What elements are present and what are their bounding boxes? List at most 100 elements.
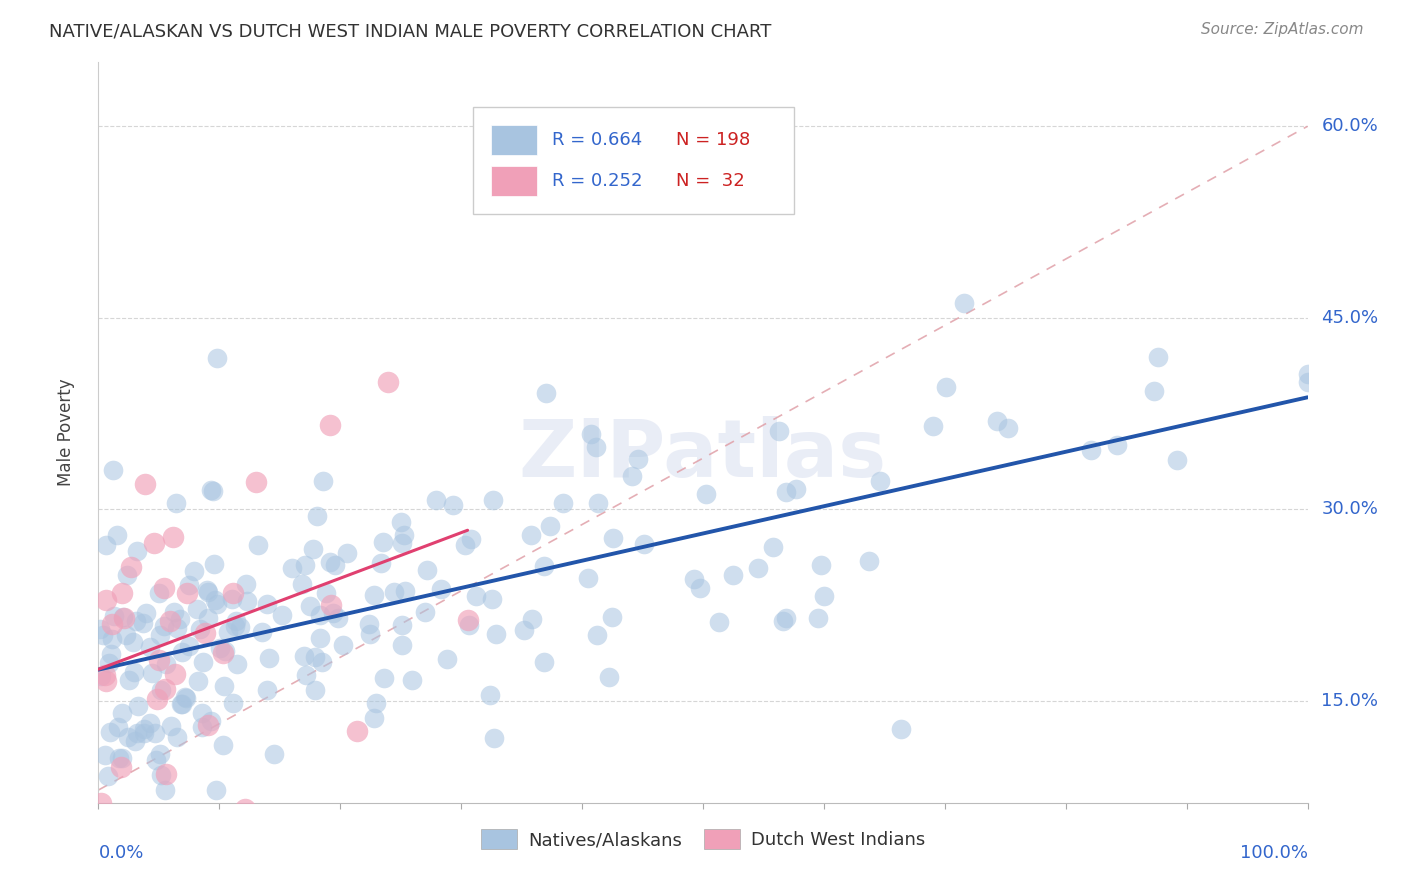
- Point: [170, 697, 193, 711]
- Point: [322, 607, 344, 621]
- Point: [214, 644, 236, 658]
- Point: [458, 618, 481, 632]
- Point: [94, 593, 117, 607]
- Point: [311, 655, 333, 669]
- Point: [377, 375, 399, 389]
- FancyBboxPatch shape: [474, 107, 793, 214]
- Point: [187, 673, 209, 688]
- Point: [148, 652, 170, 666]
- Point: [538, 519, 561, 533]
- Point: [155, 767, 177, 781]
- Point: [441, 498, 464, 512]
- Point: [373, 671, 395, 685]
- Point: [323, 558, 346, 572]
- Point: [149, 628, 172, 642]
- Point: [94, 674, 117, 689]
- Point: [391, 638, 413, 652]
- Point: [112, 611, 135, 625]
- Point: [149, 747, 172, 761]
- Point: [221, 696, 243, 710]
- Point: [127, 698, 149, 713]
- Point: [312, 474, 335, 488]
- Point: [111, 706, 134, 720]
- Text: 60.0%: 60.0%: [1322, 117, 1378, 136]
- Point: [707, 615, 730, 630]
- Point: [245, 475, 267, 490]
- Point: [762, 540, 785, 554]
- Point: [721, 568, 744, 582]
- Point: [394, 583, 416, 598]
- Text: N =  32: N = 32: [676, 172, 745, 190]
- Point: [145, 691, 167, 706]
- Point: [174, 690, 197, 705]
- Point: [98, 724, 121, 739]
- Point: [298, 599, 321, 613]
- Point: [97, 769, 120, 783]
- Point: [107, 751, 129, 765]
- Point: [986, 414, 1008, 428]
- Point: [111, 751, 134, 765]
- Point: [134, 723, 156, 737]
- Point: [534, 386, 557, 401]
- Point: [221, 585, 243, 599]
- Point: [292, 648, 315, 663]
- Point: [775, 484, 797, 499]
- Point: [520, 612, 543, 626]
- Point: [263, 747, 285, 761]
- Point: [118, 673, 141, 687]
- Point: [107, 720, 129, 734]
- Point: [689, 581, 711, 595]
- Point: [212, 680, 235, 694]
- Point: [576, 571, 599, 585]
- Point: [371, 535, 394, 549]
- Point: [429, 582, 451, 596]
- Point: [212, 738, 235, 752]
- Point: [125, 544, 148, 558]
- Point: [122, 665, 145, 680]
- Point: [457, 613, 479, 627]
- Point: [271, 607, 294, 622]
- Point: [132, 615, 155, 630]
- Point: [695, 487, 717, 501]
- Point: [183, 564, 205, 578]
- Point: [1296, 375, 1319, 389]
- Text: R = 0.252: R = 0.252: [551, 172, 643, 190]
- Point: [425, 493, 447, 508]
- Point: [236, 594, 259, 608]
- Point: [101, 632, 124, 646]
- Point: [482, 493, 505, 508]
- Point: [1146, 351, 1168, 365]
- Point: [436, 652, 458, 666]
- Text: 45.0%: 45.0%: [1322, 309, 1379, 326]
- Bar: [492, 166, 537, 195]
- Point: [1166, 453, 1188, 467]
- Point: [305, 509, 328, 524]
- Point: [226, 657, 249, 671]
- Point: [166, 621, 188, 635]
- Point: [194, 625, 217, 640]
- Point: [149, 768, 172, 782]
- Point: [233, 802, 256, 816]
- Point: [370, 557, 392, 571]
- Point: [174, 690, 197, 704]
- Point: [191, 655, 214, 669]
- Point: [162, 530, 184, 544]
- Point: [1080, 443, 1102, 458]
- Point: [204, 593, 226, 607]
- Point: [101, 463, 124, 477]
- Text: 100.0%: 100.0%: [1240, 845, 1308, 863]
- Point: [132, 725, 155, 739]
- Point: [1296, 367, 1319, 381]
- Point: [163, 605, 186, 619]
- Point: [259, 650, 281, 665]
- Point: [533, 558, 555, 573]
- Point: [336, 546, 359, 560]
- Point: [138, 716, 160, 731]
- Point: [100, 647, 122, 661]
- Point: [125, 725, 148, 739]
- Point: [235, 577, 257, 591]
- Point: [315, 586, 337, 600]
- Point: [208, 640, 231, 655]
- Point: [98, 656, 121, 670]
- Point: [247, 538, 270, 552]
